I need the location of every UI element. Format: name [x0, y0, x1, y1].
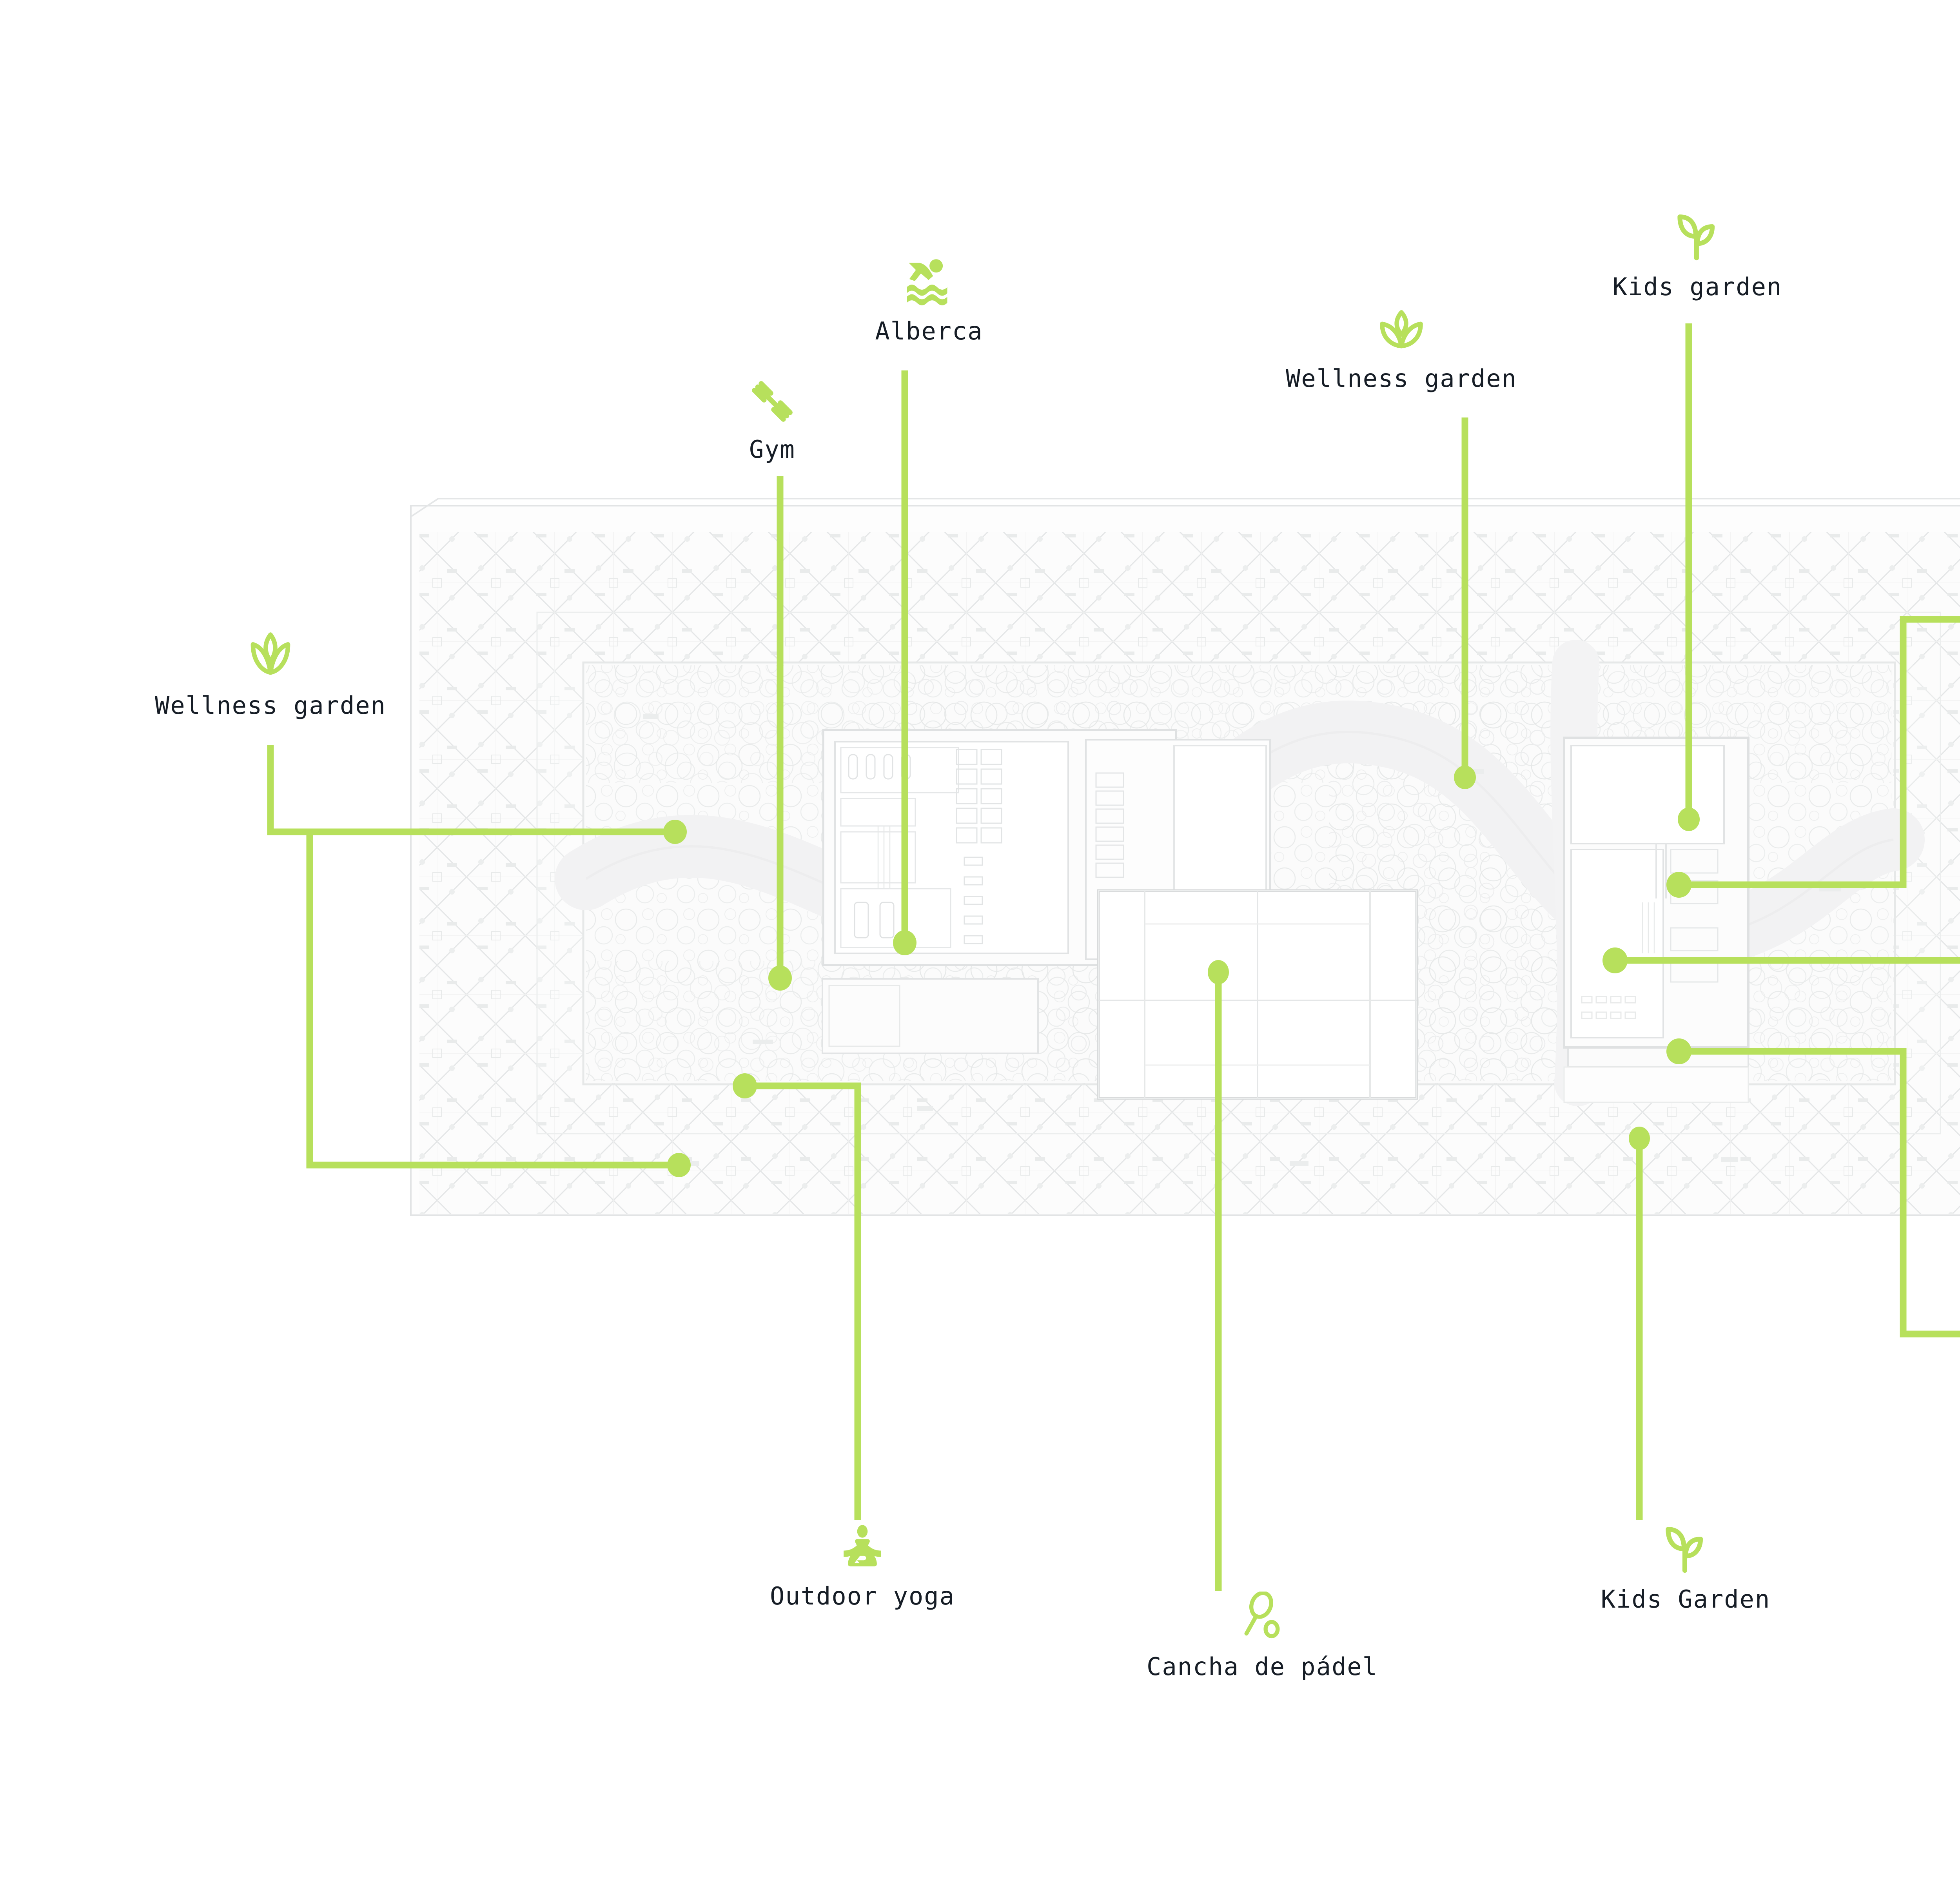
swimmer-icon: [907, 259, 947, 305]
callout-label-alberca: Alberca: [875, 317, 983, 345]
callout-label-wellness-garden-top: Wellness garden: [1286, 364, 1517, 393]
callout-label-kids-garden-top: Kids garden: [1612, 272, 1782, 301]
dumbbell-icon: [752, 381, 793, 422]
callout-label-cancha-de-padel: Cancha de pádel: [1147, 1652, 1378, 1681]
lotus-leaf-icon: [1380, 310, 1423, 348]
sprout-icon: [1677, 214, 1715, 261]
callout-label-wellness-garden-left: Wellness garden: [155, 691, 386, 720]
lotus-leaf-icon: [250, 632, 290, 675]
yoga-lotus-icon: [844, 1525, 881, 1566]
callout-label-kids-garden-bottom: Kids Garden: [1601, 1585, 1771, 1613]
callout-outdoor-yoga[interactable]: Outdoor yoga: [702, 1524, 1023, 1612]
callout-gym[interactable]: Gym: [690, 378, 855, 466]
callout-label-outdoor-yoga: Outdoor yoga: [770, 1582, 955, 1610]
callout-kids-garden-top[interactable]: Kids garden: [1517, 212, 1878, 303]
callout-cancha-de-padel[interactable]: Cancha de pádel: [1035, 1592, 1490, 1683]
sprout-icon: [1666, 1527, 1703, 1573]
callout-wellness-garden-top[interactable]: Wellness garden: [1176, 307, 1627, 395]
callout-alberca[interactable]: Alberca: [808, 257, 1051, 347]
site-plan: [408, 495, 1960, 1392]
callout-label-gym: Gym: [749, 435, 795, 464]
callout-kids-garden-bottom[interactable]: Kids Garden: [1517, 1524, 1854, 1615]
racket-ball-icon: [1244, 1592, 1280, 1639]
callout-wellness-garden-left[interactable]: Wellness garden: [59, 630, 482, 722]
